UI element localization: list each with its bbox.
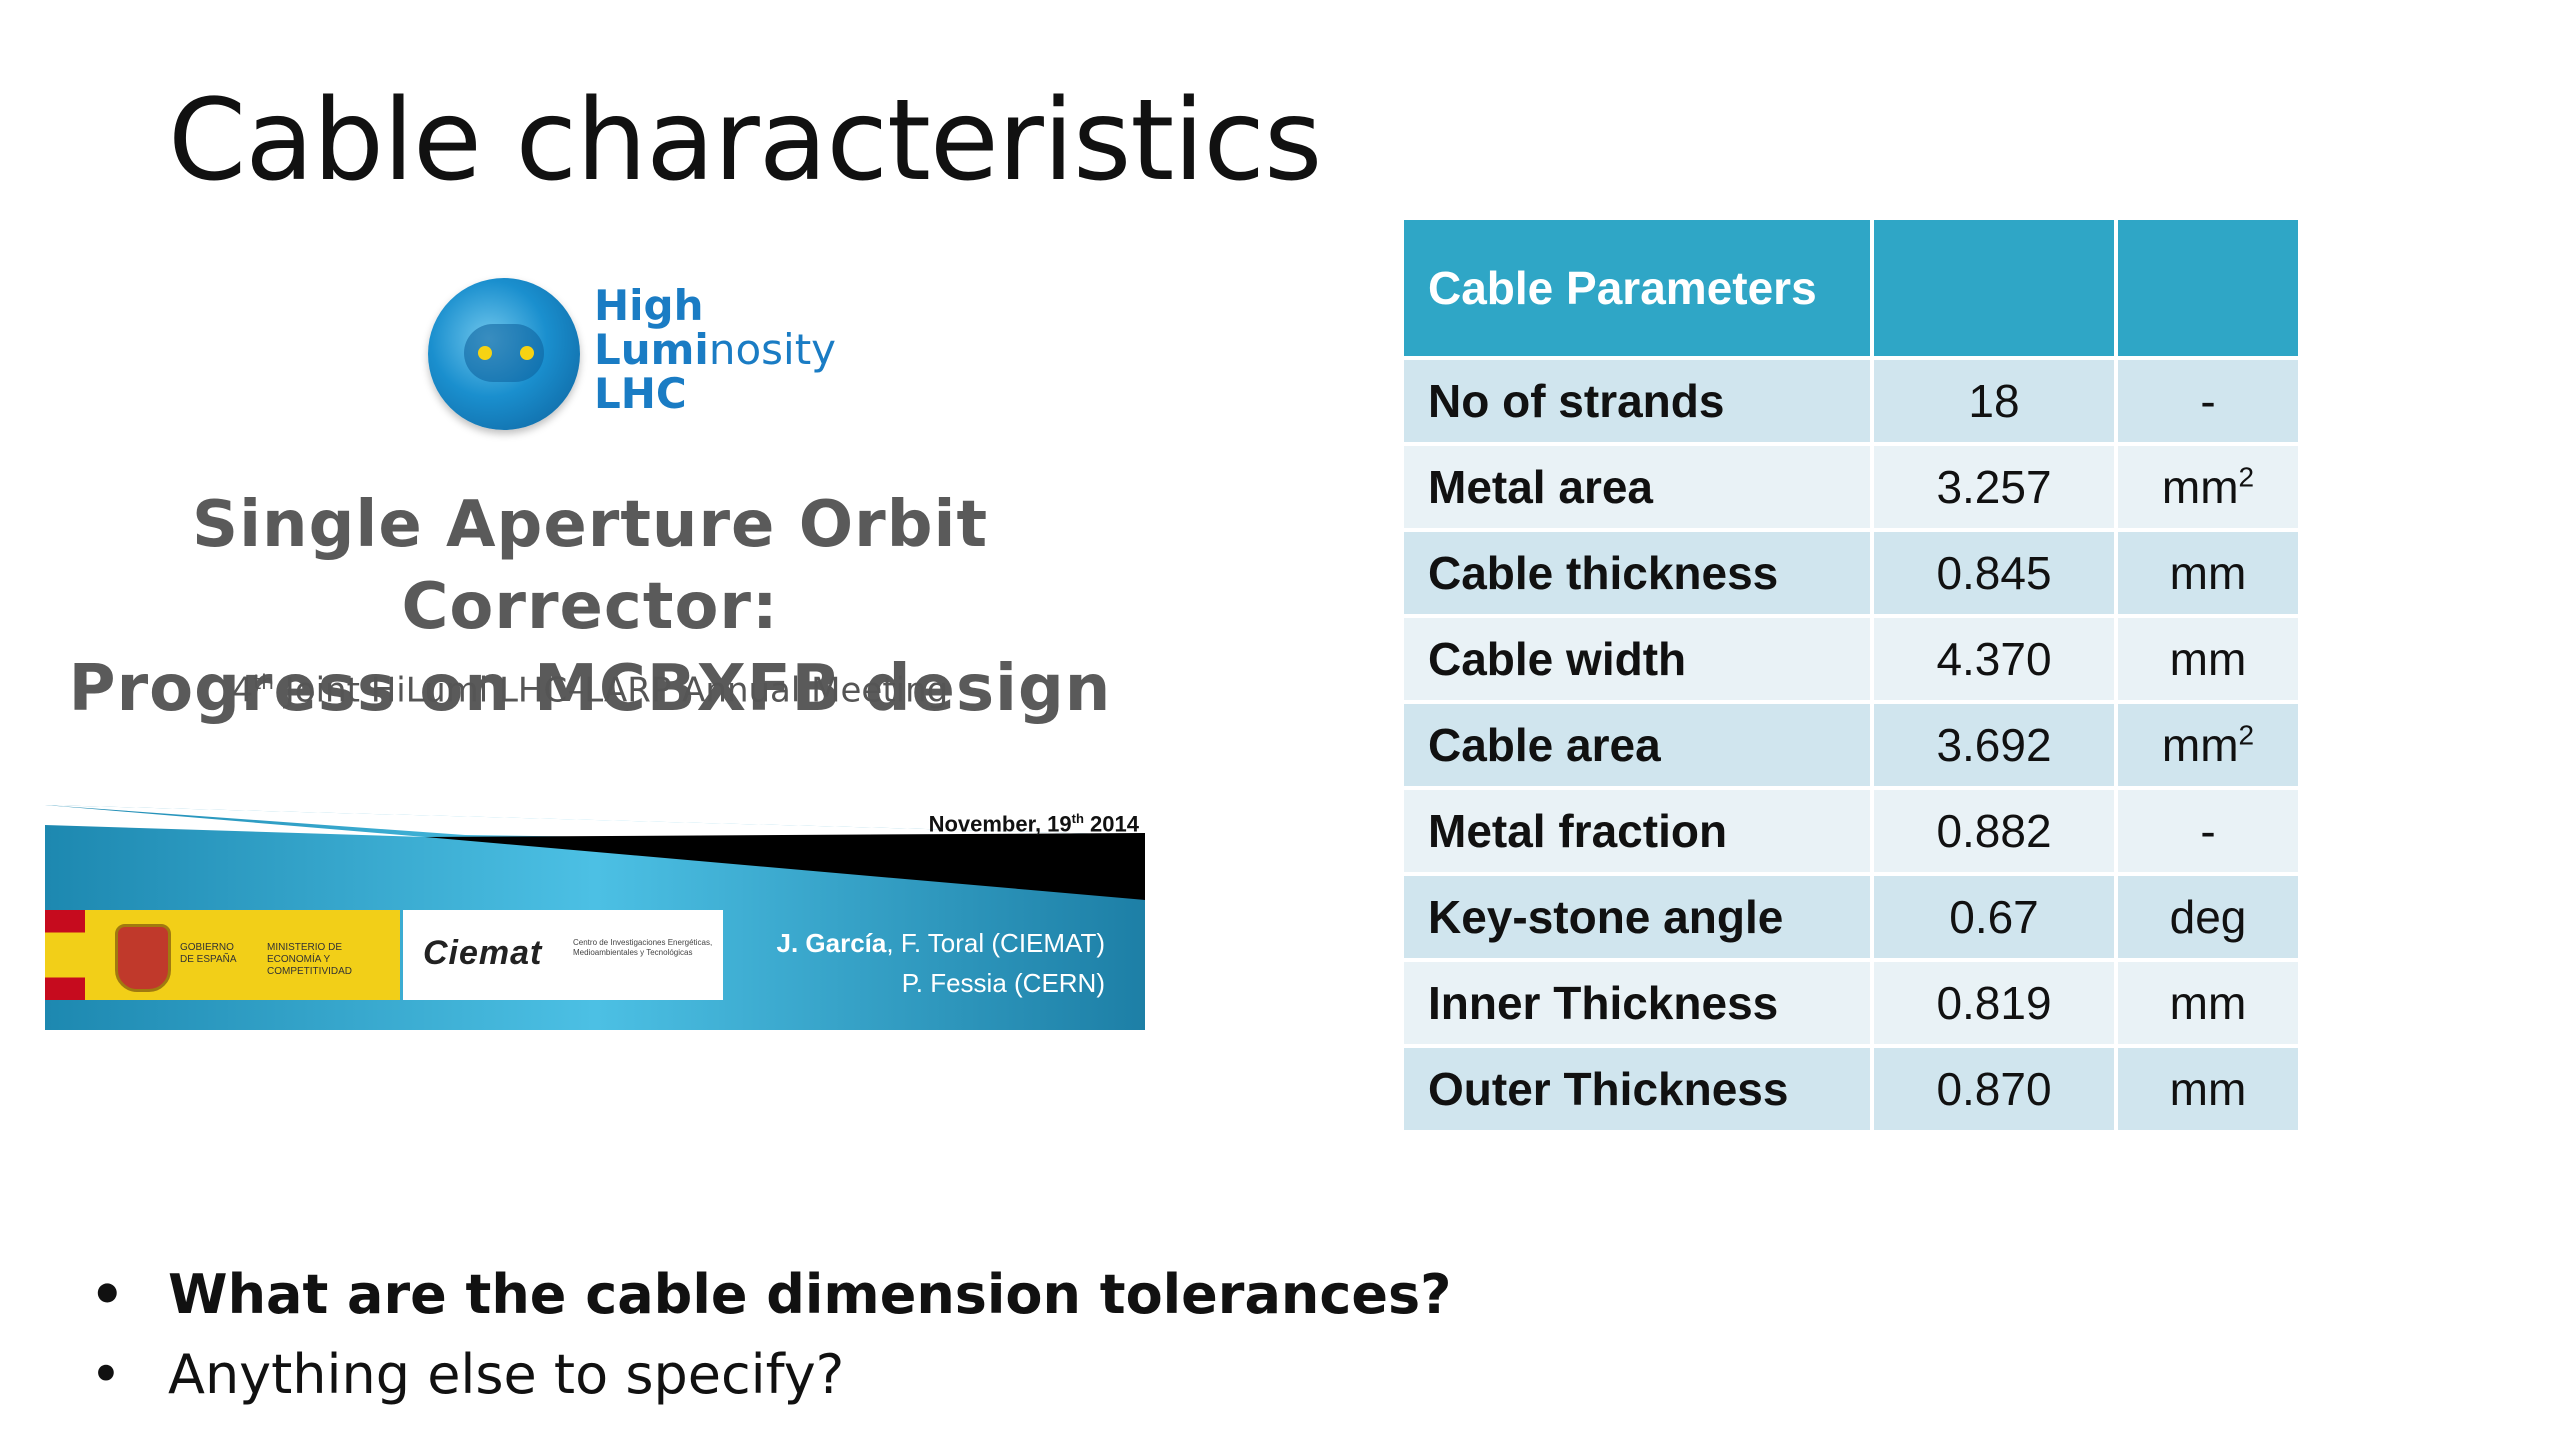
thumbnail-banner: November, 19th 2014 GOBIERNO DE ESPAÑA M… (45, 805, 1145, 1030)
presentation-thumbnail: High Luminosity LHC Single Aperture Orbi… (0, 230, 1160, 1050)
bullet-list: • What are the cable dimension tolerance… (90, 1255, 1451, 1415)
table-row: Cable area 3.692 mm2 (1404, 704, 2298, 786)
table-header: Cable Parameters (1404, 220, 1870, 356)
table-header-empty (2118, 220, 2298, 356)
spain-flag-icon (45, 910, 85, 1000)
coat-of-arms-icon (115, 924, 171, 992)
banner-date: November, 19th 2014 (928, 811, 1139, 837)
slide-title: Cable characteristics (168, 76, 1322, 206)
table-header-row: Cable Parameters (1404, 220, 2298, 356)
table-row: Cable width 4.370 mm (1404, 618, 2298, 700)
table-row: Metal fraction 0.882 - (1404, 790, 2298, 872)
bullet-item: • What are the cable dimension tolerance… (90, 1255, 1451, 1335)
government-logo: GOBIERNO DE ESPAÑA MINISTERIO DE ECONOMÍ… (45, 910, 400, 1000)
cable-parameters-table: Cable Parameters No of strands 18 - Meta… (1400, 216, 2302, 1134)
ministry-text: MINISTERIO DE ECONOMÍA Y COMPETITIVIDAD (267, 942, 353, 977)
ciemat-logo: Ciemat Centro de Investigaciones Energét… (403, 910, 723, 1000)
thumbnail-subtitle: 4th Joint HiLumi LHC–LARP Annual Meeting (231, 670, 949, 711)
gov-text: GOBIERNO DE ESPAÑA (180, 942, 237, 965)
thumbnail-title: Single Aperture Orbit Corrector: Progres… (68, 488, 1112, 726)
bullet-icon: • (90, 1263, 125, 1326)
hilumi-logo-text: High Luminosity LHC (594, 281, 837, 418)
table-row: Inner Thickness 0.819 mm (1404, 962, 2298, 1044)
table-header-empty (1874, 220, 2114, 356)
table-row: No of strands 18 - (1404, 360, 2298, 442)
hilumi-logo-icon (428, 278, 580, 430)
table-row: Key-stone angle 0.67 deg (1404, 876, 2298, 958)
table-row: Metal area 3.257 mm2 (1404, 446, 2298, 528)
hilumi-logo: High Luminosity LHC (422, 250, 836, 430)
banner-authors: J. García, F. Toral (CIEMAT) P. Fessia (… (776, 928, 1105, 998)
table-row: Outer Thickness 0.870 mm (1404, 1048, 2298, 1130)
bullet-item: • Anything else to specify? (90, 1335, 1451, 1415)
table-row: Cable thickness 0.845 mm (1404, 532, 2298, 614)
bullet-icon: • (90, 1343, 122, 1406)
